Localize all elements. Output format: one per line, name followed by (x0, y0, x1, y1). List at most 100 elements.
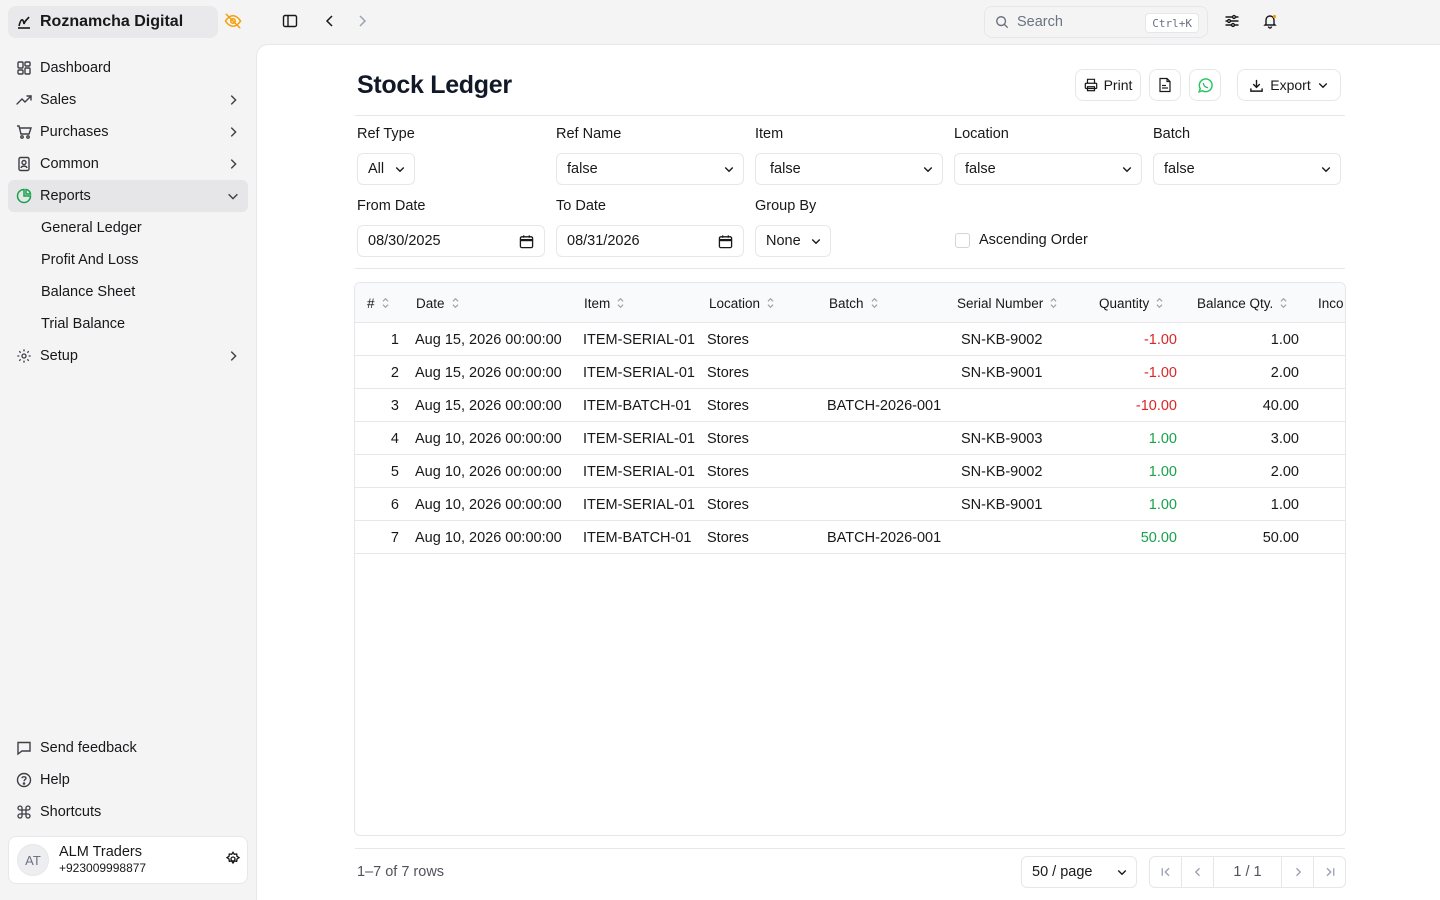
group-by-select[interactable]: None (755, 225, 831, 257)
per-page-select[interactable]: 50 / page (1021, 856, 1137, 888)
nav-item-help[interactable]: Help (8, 764, 248, 796)
chevron-down-icon (810, 235, 822, 247)
back-icon[interactable] (322, 13, 338, 29)
cell-balance: 50.00 (1262, 529, 1299, 546)
user-name: ALM Traders (59, 844, 142, 860)
batch-select[interactable]: false (1153, 153, 1341, 185)
column-header[interactable]: Balance Qty. (1197, 283, 1288, 323)
cell-balance: 3.00 (1270, 430, 1299, 447)
cell-quantity: 50.00 (1140, 529, 1177, 546)
pdf-file-icon (1157, 77, 1173, 93)
to-date-input[interactable]: 08/31/2026 (556, 225, 744, 257)
sidebar-item-profit-and-loss[interactable]: Profit And Loss (41, 252, 139, 268)
table-row[interactable]: 6 Aug 10, 2026 00:00:00 ITEM-SERIAL-01 Stor… (355, 488, 1345, 521)
cell-quantity: 1.00 (1148, 496, 1177, 513)
help-circle-icon (16, 772, 32, 788)
table-row[interactable]: 2 Aug 15, 2026 00:00:00 ITEM-SERIAL-01 Stor… (355, 356, 1345, 389)
eye-off-icon[interactable] (224, 12, 242, 30)
prev-page-button[interactable] (1182, 857, 1214, 887)
first-page-button[interactable] (1150, 857, 1182, 887)
export-button[interactable]: Export (1237, 69, 1341, 101)
filter-divider (355, 268, 1345, 269)
nav-item-reports[interactable]: Reports (8, 180, 248, 212)
next-page-button[interactable] (1281, 857, 1313, 887)
forward-icon[interactable] (354, 13, 370, 29)
last-page-button[interactable] (1313, 857, 1345, 887)
print-button[interactable]: Print (1075, 69, 1141, 101)
sort-icon[interactable] (616, 297, 625, 309)
nav-item-setup[interactable]: Setup (8, 340, 248, 372)
nav-label: Shortcuts (40, 804, 102, 820)
search-input[interactable]: Search Ctrl+K (984, 6, 1208, 38)
sidebar-item-general-ledger[interactable]: General Ledger (41, 220, 142, 236)
nav-item-sales[interactable]: Sales (8, 84, 248, 116)
ref-type-select[interactable]: All (357, 153, 415, 185)
chevron-right-icon (1292, 866, 1304, 878)
ref-name-select[interactable]: false (556, 153, 744, 185)
table-row[interactable]: 5 Aug 10, 2026 00:00:00 ITEM-SERIAL-01 Stor… (355, 455, 1345, 488)
header-divider (355, 115, 1345, 116)
ascending-order-label: Ascending Order (979, 232, 1088, 248)
nav-item-shortcuts[interactable]: Shortcuts (8, 796, 248, 828)
column-header[interactable]: Batch (829, 283, 879, 323)
cell-item: ITEM-SERIAL-01 (583, 463, 695, 480)
sidebar-toggle-icon[interactable] (282, 13, 298, 29)
sort-icon[interactable] (766, 297, 775, 309)
column-header[interactable]: Serial Number (957, 283, 1058, 323)
column-header[interactable]: # (367, 283, 390, 323)
column-header[interactable]: Inco (1318, 283, 1344, 323)
cart-icon (16, 124, 32, 140)
table-row[interactable]: 7 Aug 10, 2026 00:00:00 ITEM-BATCH-01 Store… (355, 521, 1345, 554)
column-header[interactable]: Date (416, 283, 460, 323)
avatar: AT (17, 844, 49, 876)
from-date-value: 08/30/2025 (368, 233, 441, 249)
brand[interactable]: Roznamcha Digital (8, 6, 218, 38)
calendar-icon[interactable] (718, 234, 733, 249)
user-card[interactable]: AT ALM Traders +923009998877 (8, 836, 248, 884)
cell-number: 1 (390, 331, 399, 348)
nav-item-dashboard[interactable]: Dashboard (8, 52, 248, 84)
item-select[interactable]: false (755, 153, 943, 185)
column-header[interactable]: Item (584, 283, 625, 323)
batch-value: false (1164, 161, 1195, 177)
sliders-icon[interactable] (1224, 13, 1240, 29)
column-header[interactable]: Quantity (1099, 283, 1164, 323)
nav-item-common[interactable]: Common (8, 148, 248, 180)
settings-icon (16, 348, 32, 364)
whatsapp-button[interactable] (1189, 69, 1221, 101)
from-date-input[interactable]: 08/30/2025 (357, 225, 545, 257)
sort-icon[interactable] (1155, 297, 1164, 309)
sort-icon[interactable] (1279, 297, 1288, 309)
column-header-label: Inco (1318, 295, 1344, 311)
sidebar-item-trial-balance[interactable]: Trial Balance (41, 316, 126, 332)
nav-item-purchases[interactable]: Purchases (8, 116, 248, 148)
nav-label: Reports (40, 188, 91, 204)
table-row[interactable]: 1 Aug 15, 2026 00:00:00 ITEM-SERIAL-01 Stor… (355, 323, 1345, 356)
nav-label: Send feedback (40, 740, 137, 756)
column-header[interactable]: Location (709, 283, 775, 323)
sort-icon[interactable] (1049, 297, 1058, 309)
trending-up-icon (16, 92, 32, 108)
pdf-button[interactable] (1149, 69, 1181, 101)
sort-icon[interactable] (451, 297, 460, 309)
pie-chart-icon (16, 188, 32, 204)
sort-icon[interactable] (870, 297, 879, 309)
print-label: Print (1103, 77, 1133, 93)
nav-item-send-feedback[interactable]: Send feedback (8, 732, 248, 764)
table-row[interactable]: 4 Aug 10, 2026 00:00:00 ITEM-SERIAL-01 Stor… (355, 422, 1345, 455)
cell-date: Aug 10, 2026 00:00:00 (415, 463, 562, 480)
sort-icon[interactable] (381, 297, 390, 309)
gear-icon[interactable] (225, 851, 241, 867)
cell-date: Aug 15, 2026 00:00:00 (415, 331, 562, 348)
ascending-order-checkbox[interactable] (955, 233, 970, 248)
cell-location: Stores (707, 331, 749, 348)
to-date-value: 08/31/2026 (567, 233, 640, 249)
bell-icon[interactable] (1262, 13, 1278, 29)
page-title: Stock Ledger (357, 71, 512, 99)
sidebar-item-balance-sheet[interactable]: Balance Sheet (41, 284, 136, 300)
chevron-down-icon (922, 163, 934, 175)
location-select[interactable]: false (954, 153, 1142, 185)
cell-item: ITEM-BATCH-01 (583, 529, 692, 546)
calendar-icon[interactable] (519, 234, 534, 249)
table-row[interactable]: 3 Aug 15, 2026 00:00:00 ITEM-BATCH-01 Store… (355, 389, 1345, 422)
